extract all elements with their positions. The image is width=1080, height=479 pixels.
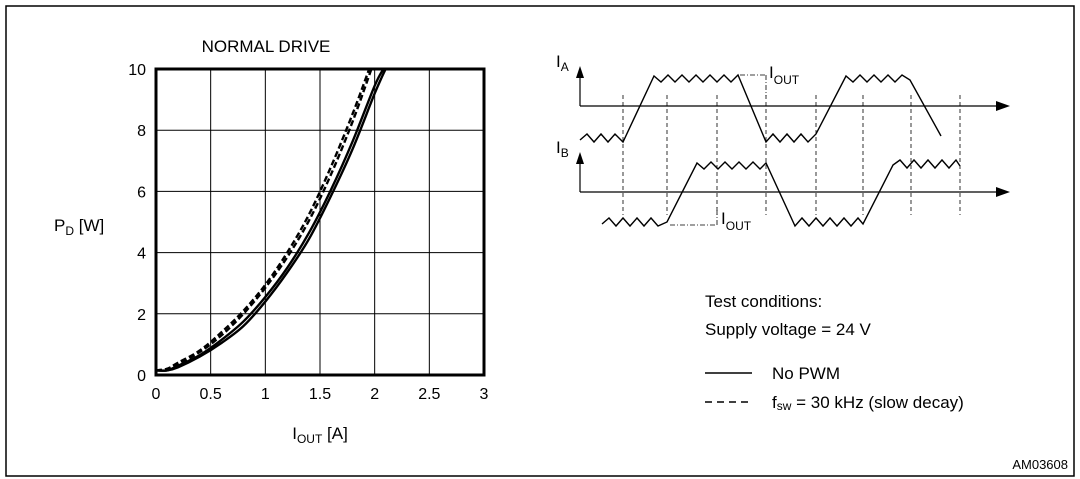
x-axis-label-unit: [A] xyxy=(322,424,348,443)
x-tick-label: 0.5 xyxy=(200,386,222,403)
chart-curves xyxy=(155,68,387,372)
legend-solid-label: No PWM xyxy=(772,364,840,383)
x-tick-label: 1.5 xyxy=(309,386,331,403)
iout-bottom-label: IOUT xyxy=(721,209,752,233)
y-tick-label: 0 xyxy=(137,368,146,385)
y-tick-label: 6 xyxy=(137,184,146,201)
series-line-dashed-2 xyxy=(155,68,373,372)
chart-title: NORMAL DRIVE xyxy=(202,37,331,56)
y-axis-label: PD [W] xyxy=(54,216,104,238)
ia-label: IA xyxy=(556,52,569,74)
x-axis-label-sub: OUT xyxy=(297,432,323,446)
plot-frame xyxy=(154,67,486,377)
conditions-heading: Test conditions: xyxy=(705,292,822,311)
x-axis-label-main: I xyxy=(292,424,297,443)
series-line-solid-0 xyxy=(155,68,387,372)
x-tick-label: 0 xyxy=(152,386,161,403)
iout-top-label: IOUT xyxy=(769,63,800,87)
ia-label-main: I xyxy=(556,52,561,71)
series-line-dashed-3 xyxy=(155,68,371,372)
iout-top-label-sub: OUT xyxy=(774,73,800,87)
ib-time-arrow-icon xyxy=(996,187,1010,197)
figure-border xyxy=(5,5,1075,477)
legend-dashed-main: f xyxy=(772,393,777,412)
iout-bottom-label-main: I xyxy=(721,209,726,228)
power-dissipation-chart: NORMAL DRIVE 0 0.5 1 1.5 2 2.5 3 0 2 4 6 8 10 PD [W… xyxy=(54,37,489,446)
x-tick-label: 3 xyxy=(480,386,489,403)
figure-id: AM03608 xyxy=(1012,457,1068,472)
y-axis-label-unit: [W] xyxy=(74,216,104,235)
ia-time-arrow-icon xyxy=(996,101,1010,111)
iout-top-label-main: I xyxy=(769,63,774,82)
x-tick-labels: 0 0.5 1 1.5 2 2.5 3 xyxy=(152,386,489,403)
ib-label-sub: B xyxy=(561,146,569,160)
ia-label-sub: A xyxy=(561,60,569,74)
y-tick-label: 4 xyxy=(137,246,146,263)
y-axis-label-sub: D xyxy=(65,224,74,238)
chart-grid xyxy=(155,68,485,376)
series-line-solid-1 xyxy=(155,68,385,372)
test-conditions: Test conditions: Supply voltage = 24 V N… xyxy=(705,292,964,413)
timing-markers xyxy=(622,95,961,215)
x-tick-label: 1 xyxy=(261,386,270,403)
ia-axis-arrow-icon xyxy=(576,66,584,78)
ib-axis-arrow-icon xyxy=(576,152,584,164)
legend-dashed-rest: = 30 kHz (slow decay) xyxy=(791,393,963,412)
x-tick-label: 2.5 xyxy=(418,386,440,403)
ib-label: IB xyxy=(556,138,569,160)
y-tick-label: 2 xyxy=(137,307,146,324)
y-tick-label: 8 xyxy=(137,123,146,140)
x-tick-label: 2 xyxy=(370,386,379,403)
current-waveform-diagram xyxy=(576,66,1010,228)
legend-dashed-sub: sw xyxy=(777,399,792,413)
ib-label-main: I xyxy=(556,138,561,157)
conditions-supply: Supply voltage = 24 V xyxy=(705,320,872,339)
iout-bottom-label-sub: OUT xyxy=(726,219,752,233)
y-axis-label-main: P xyxy=(54,216,65,235)
y-tick-label: 10 xyxy=(128,62,146,79)
legend-dashed-label: fsw = 30 kHz (slow decay) xyxy=(772,393,964,413)
ib-waveform xyxy=(601,158,961,228)
y-tick-labels: 0 2 4 6 8 10 xyxy=(128,62,146,385)
x-axis-label: IOUT [A] xyxy=(292,424,348,446)
ia-waveform xyxy=(579,73,942,144)
